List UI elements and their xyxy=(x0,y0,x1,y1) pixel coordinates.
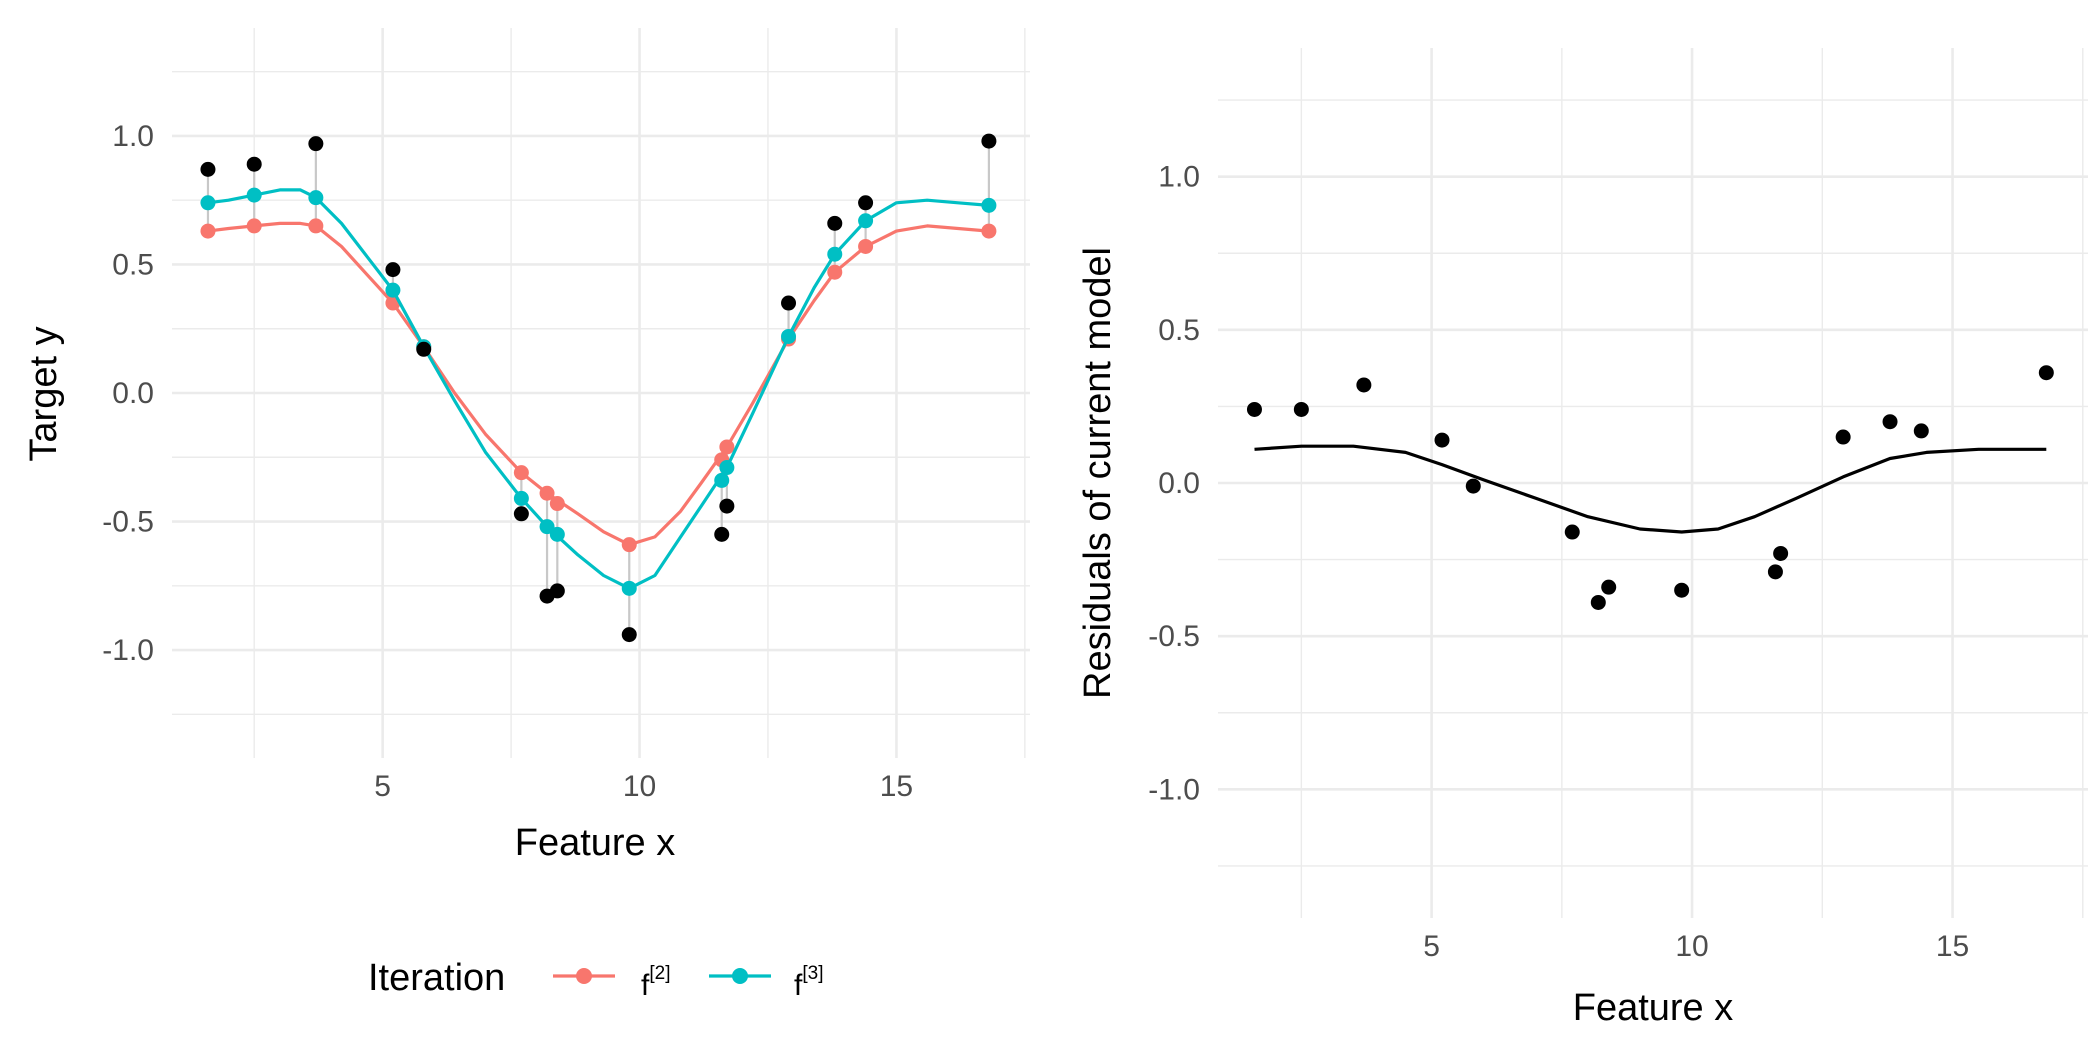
right-residual-point xyxy=(1674,582,1690,598)
right-y-tick-label: 0.0 xyxy=(1158,467,1200,500)
left-y-tick-label: -0.5 xyxy=(102,506,154,539)
right-residual-point xyxy=(1564,524,1580,540)
left-observed-point xyxy=(827,215,843,231)
left-f2-point xyxy=(719,439,735,455)
legend-label-f3-base: f xyxy=(794,969,803,1002)
legend-key-f2-point xyxy=(576,968,592,984)
left-y-axis-title: Target y xyxy=(23,326,65,461)
right-residual-point xyxy=(1434,432,1450,448)
legend-label-f3: f[3] xyxy=(794,963,823,1002)
left-f2-point xyxy=(308,218,324,234)
left-observed-point xyxy=(200,161,216,177)
right-residual-point xyxy=(1882,414,1898,430)
left-f3-point xyxy=(246,187,262,203)
right-residual-point xyxy=(1246,401,1262,417)
right-residual-point xyxy=(1601,579,1617,595)
legend-label-f2-sup: [2] xyxy=(649,963,670,984)
right-residual-point xyxy=(1773,545,1789,561)
right-residual-point xyxy=(1293,401,1309,417)
left-f3-point xyxy=(621,580,637,596)
left-x-axis-title: Feature x xyxy=(515,822,676,864)
left-y-tick-label: 0.0 xyxy=(112,377,154,410)
legend-label-f3-sup: [3] xyxy=(802,963,823,984)
left-x-tick-label: 5 xyxy=(374,770,391,803)
left-observed-point xyxy=(858,195,874,211)
left-f3-point xyxy=(719,460,735,476)
left-f3-point xyxy=(781,328,797,344)
left-f3-point xyxy=(714,472,730,488)
legend-title: Iteration xyxy=(368,957,505,999)
left-f2-curve xyxy=(207,221,990,547)
right-x-tick-label: 5 xyxy=(1423,930,1440,963)
right-residual-point xyxy=(1590,594,1606,610)
left-observed-point xyxy=(981,133,997,149)
right-y-axis-title: Residuals of current model xyxy=(1077,247,1119,699)
left-f2-point xyxy=(981,223,997,239)
left-f3-point xyxy=(385,282,401,298)
right-y-tick-label: -0.5 xyxy=(1148,620,1200,653)
right-panel: 5 10 15 -1.0 -0.5 0.0 0.5 1.0 xyxy=(1148,48,2088,963)
legend: Iteration f[2] f[3] xyxy=(368,957,823,1002)
left-f3-point xyxy=(308,190,324,206)
left-observed-point xyxy=(416,341,432,357)
right-x-axis-title: Feature x xyxy=(1573,987,1734,1029)
left-f2-point xyxy=(539,485,555,501)
right-y-tick-label: -1.0 xyxy=(1148,773,1200,806)
legend-label-f2: f[2] xyxy=(641,963,670,1002)
right-y-tick-label: 1.0 xyxy=(1158,161,1200,194)
left-y-tick-label: 1.0 xyxy=(112,120,154,153)
left-f2-point xyxy=(827,264,843,280)
right-residual-point xyxy=(1356,377,1372,393)
right-residual-point xyxy=(2038,365,2054,381)
left-f2-point xyxy=(549,496,565,512)
left-x-tick-label: 10 xyxy=(623,770,656,803)
left-observed-point xyxy=(549,583,565,599)
left-f3-point xyxy=(539,519,555,535)
left-observed-point xyxy=(513,506,529,522)
left-f3-point xyxy=(858,213,874,229)
left-observed-point xyxy=(719,498,735,514)
right-residual-point xyxy=(1913,423,1929,439)
legend-key-f3-point xyxy=(732,968,748,984)
left-f2-point xyxy=(621,537,637,553)
right-residual-point xyxy=(1465,478,1481,494)
right-residual-point xyxy=(1835,429,1851,445)
right-residual-point xyxy=(1767,564,1783,580)
left-f2-point xyxy=(858,238,874,254)
right-x-tick-label: 15 xyxy=(1936,930,1969,963)
left-observed-point xyxy=(781,295,797,311)
legend-key-f3 xyxy=(709,968,771,984)
left-y-tick-label: 0.5 xyxy=(112,248,154,281)
left-observed-point xyxy=(246,156,262,172)
legend-label-f2-base: f xyxy=(641,969,650,1002)
legend-key-f2 xyxy=(553,968,615,984)
left-f2-point xyxy=(200,223,216,239)
left-observed-point xyxy=(621,627,637,643)
left-f2-point xyxy=(513,465,529,481)
left-panel: 5 10 15 -1.0 -0.5 0.0 0.5 1.0 xyxy=(102,28,1030,803)
right-x-tick-label: 10 xyxy=(1675,930,1708,963)
left-f3-point xyxy=(827,246,843,262)
left-observed-point xyxy=(385,262,401,278)
left-f3-point xyxy=(200,195,216,211)
left-observed-point xyxy=(714,526,730,542)
left-x-tick-label: 15 xyxy=(880,770,913,803)
left-f3-point xyxy=(513,490,529,506)
left-y-tick-label: -1.0 xyxy=(102,634,154,667)
left-f2-point xyxy=(246,218,262,234)
right-fit-line xyxy=(1254,444,2047,534)
left-observed-point xyxy=(308,136,324,152)
right-y-tick-label: 0.5 xyxy=(1158,314,1200,347)
left-f3-point xyxy=(981,197,997,213)
left-f3-point xyxy=(549,526,565,542)
